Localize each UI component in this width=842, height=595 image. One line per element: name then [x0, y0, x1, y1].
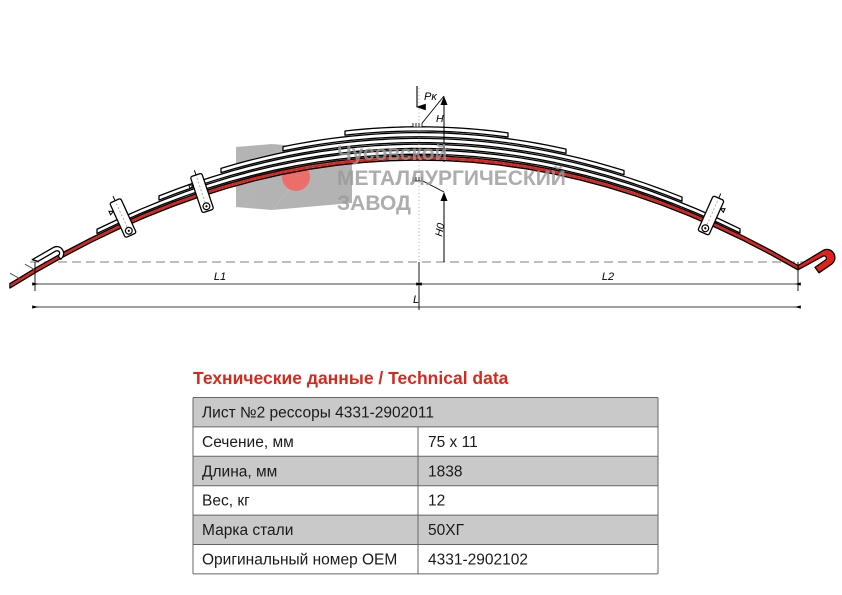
svg-text:Длина, мм: Длина, мм	[202, 463, 277, 480]
svg-text:12: 12	[428, 493, 445, 510]
svg-text:L2: L2	[602, 271, 614, 283]
svg-text:L1: L1	[214, 271, 226, 283]
svg-text:1838: 1838	[428, 463, 462, 480]
svg-text:Лист №2 рессоры 4331-2902011: Лист №2 рессоры 4331-2902011	[202, 405, 434, 422]
svg-text:Чусовской: Чусовской	[337, 142, 447, 165]
svg-text:ЗАВОД: ЗАВОД	[337, 192, 411, 215]
svg-text:Вес, кг: Вес, кг	[202, 493, 250, 510]
svg-text:H: H	[436, 113, 444, 125]
svg-text:H0: H0	[433, 222, 447, 237]
svg-text:Оригинальный номер OEM: Оригинальный номер OEM	[202, 552, 397, 569]
svg-text:4331-2902102: 4331-2902102	[428, 552, 528, 569]
svg-text:МЕТАЛЛУРГИЧЕСКИЙ: МЕТАЛЛУРГИЧЕСКИЙ	[337, 166, 566, 190]
svg-text:Марка стали: Марка стали	[202, 522, 293, 539]
svg-text:Pκ: Pκ	[424, 91, 437, 103]
svg-text:L: L	[413, 294, 419, 306]
svg-text:Сечение, мм: Сечение, мм	[202, 434, 294, 451]
svg-text:50ХГ: 50ХГ	[428, 522, 465, 539]
svg-text:Технические данные / Technical: Технические данные / Technical data	[193, 368, 509, 388]
svg-text:75 x 11: 75 x 11	[428, 434, 478, 451]
